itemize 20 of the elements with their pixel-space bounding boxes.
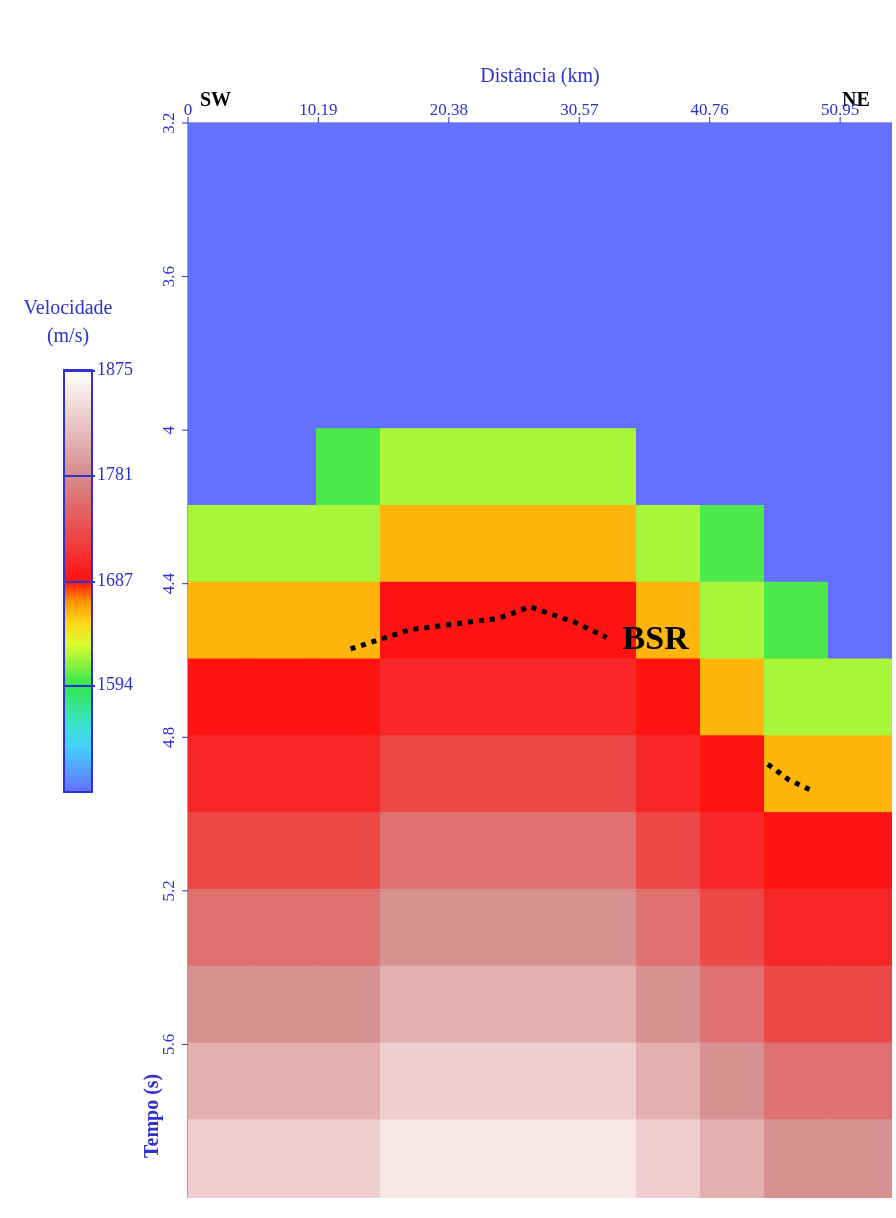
y-tick-label: 4.8 [159,726,178,748]
text: SW [200,88,232,110]
x-tick-label: 30.57 [560,100,599,119]
color-bar-label: 1594 [97,673,133,695]
color-bar-label: 1687 [97,569,133,591]
y-tick-label: 4.4 [159,572,178,595]
y-tick-label: 3.6 [159,265,178,288]
color-bar-label: 1781 [97,464,133,486]
y-tick-label: 5.6 [159,1033,178,1056]
color-bar-title: Velocidade (m/s) [22,295,114,349]
x-tick-label: 20.38 [429,100,468,119]
color-bar-label: 1875 [97,359,133,380]
y-tick-label: 4 [159,425,178,435]
x-tick-label: 40.76 [690,100,729,119]
y-axis-title: Tempo (s) [140,1073,163,1158]
x-tick-label: 0 [183,100,193,119]
x-tick-label: 10.19 [299,100,338,119]
y-tick-label: 5.2 [159,880,178,902]
x-axis-title: Distância (km) [480,64,600,88]
y-tick-label: 3.2 [159,112,178,134]
